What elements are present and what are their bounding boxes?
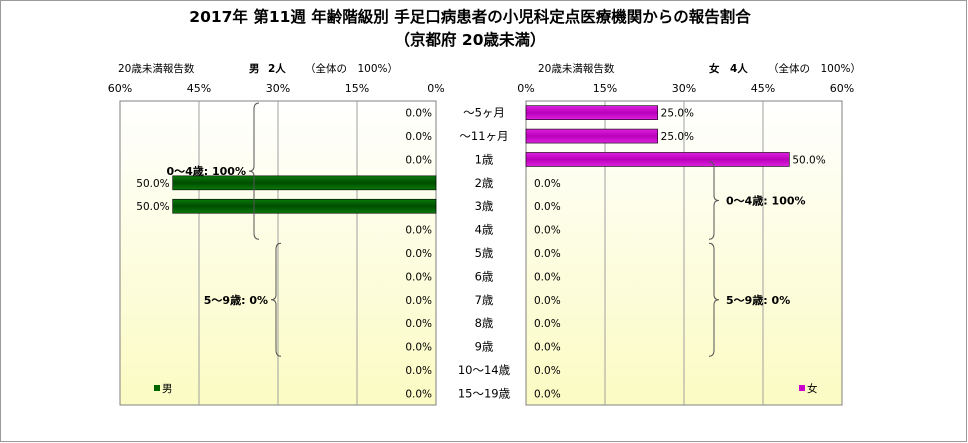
female-tick-label: 60% <box>830 82 854 95</box>
female-bars <box>525 105 790 167</box>
male-sex-label: 男 <box>249 63 260 75</box>
female-value-label: 0.0% <box>534 388 561 400</box>
female-value-label: 0.0% <box>534 248 561 260</box>
male-count-label: 2人 <box>268 62 286 75</box>
category-label: 3歳 <box>475 199 494 213</box>
category-label: 10～14歳 <box>458 363 511 377</box>
male-value-label: 50.0% <box>136 201 169 213</box>
male-value-label: 0.0% <box>405 388 432 400</box>
female-value-label: 25.0% <box>661 108 694 120</box>
category-label: 7歳 <box>475 293 494 307</box>
male-tick-label: 0% <box>427 82 444 95</box>
male-value-label: 50.0% <box>136 178 169 190</box>
male-value-label: 0.0% <box>405 365 432 377</box>
male-value-label: 0.0% <box>405 131 432 143</box>
male-group-bracket <box>270 242 282 357</box>
female-value-label: 0.0% <box>534 225 561 237</box>
male-value-label: 0.0% <box>405 271 432 283</box>
male-legend-label: 男 <box>162 383 173 395</box>
male-bar <box>172 175 437 191</box>
female-value-label: 0.0% <box>534 295 561 307</box>
male-value-label: 0.0% <box>405 342 432 354</box>
female-value-label: 0.0% <box>534 201 561 213</box>
female-value-label: 0.0% <box>534 318 561 330</box>
male-value-label: 0.0% <box>405 295 432 307</box>
female-legend-swatch <box>799 385 805 391</box>
female-tick-label: 0% <box>517 82 534 95</box>
category-label: 2歳 <box>475 176 494 190</box>
category-label: 5歳 <box>475 246 494 260</box>
female-tick-label: 45% <box>751 82 775 95</box>
male-tick-label: 60% <box>108 82 132 95</box>
chart-title: 2017年 第11週 年齢階級別 手足口病患者の小児科定点医療機関からの報告割合 <box>189 7 751 26</box>
male-value-labels: 0.0% 0.0% 0.0% 50.0% 50.0% 0.0% 0.0% 0.0% 0.0% 0.… <box>136 108 432 401</box>
male-value-label: 0.0% <box>405 154 432 166</box>
female-tick-label: 30% <box>672 82 696 95</box>
male-legend-swatch <box>154 385 160 391</box>
female-legend-label: 女 <box>807 382 818 395</box>
category-label: ～5ヶ月 <box>463 106 505 120</box>
category-label: ～11ヶ月 <box>459 129 508 143</box>
male-group-brackets: 0～4歳: 100% 5～9歳: 0% <box>166 102 282 357</box>
male-bars <box>172 175 437 214</box>
female-sex-label: 女 <box>709 62 720 75</box>
male-tick-label: 15% <box>345 82 369 95</box>
male-group-label: 5～9歳: 0% <box>204 293 268 307</box>
category-labels: ～5ヶ月 ～11ヶ月 1歳 2歳 3歳 4歳 5歳 6歳 7歳 8歳 9歳 10～14歳 15～19歳 <box>458 106 511 401</box>
category-label: 4歳 <box>475 223 494 237</box>
female-total-label: （全体の 100%） <box>768 62 861 75</box>
male-value-label: 0.0% <box>405 225 432 237</box>
female-value-label: 50.0% <box>792 154 825 166</box>
male-axis-ticks: 60% 45% 30% 15% 0% <box>108 82 445 95</box>
female-count-label: 4人 <box>730 62 748 75</box>
category-label: 6歳 <box>475 269 494 283</box>
female-value-labels: 25.0% 25.0% 50.0% 0.0% 0.0% 0.0% 0.0% 0.0% 0.0% 0… <box>534 108 826 401</box>
male-tick-label: 45% <box>187 82 211 95</box>
male-total-label: （全体の 100%） <box>305 62 398 75</box>
female-bar <box>525 105 658 120</box>
category-label: 1歳 <box>475 152 494 166</box>
male-group-bracket <box>248 102 260 240</box>
male-value-label: 0.0% <box>405 248 432 260</box>
male-value-label: 0.0% <box>405 318 432 330</box>
female-bar <box>525 152 790 167</box>
male-tick-label: 30% <box>266 82 290 95</box>
female-value-label: 0.0% <box>534 365 561 377</box>
male-group-label: 0～4歳: 100% <box>166 164 246 178</box>
male-value-label: 0.0% <box>405 108 432 120</box>
female-value-label: 25.0% <box>661 131 694 143</box>
male-header-label: 20歳未満報告数 <box>118 62 195 75</box>
male-gridlines <box>198 101 358 405</box>
female-header-label: 20歳未満報告数 <box>538 62 615 75</box>
female-group-label: 5～9歳: 0% <box>726 293 790 307</box>
female-group-label: 0～4歳: 100% <box>726 194 806 208</box>
female-bar <box>525 128 658 144</box>
chart-subtitle: （京都府 20歳未満） <box>395 30 546 49</box>
female-value-label: 0.0% <box>534 178 561 190</box>
female-group-bracket <box>708 242 720 357</box>
female-value-label: 0.0% <box>534 342 561 354</box>
female-group-brackets: 0～4歳: 100% 5～9歳: 0% <box>708 161 806 357</box>
female-tick-label: 15% <box>593 82 617 95</box>
category-label: 9歳 <box>475 340 494 354</box>
category-label: 15～19歳 <box>458 386 511 400</box>
female-axis-ticks: 0% 15% 30% 45% 60% <box>517 82 854 95</box>
category-label: 8歳 <box>475 316 494 330</box>
female-group-bracket <box>708 161 720 240</box>
male-bar <box>172 198 437 214</box>
female-value-label: 0.0% <box>534 271 561 283</box>
female-gridlines <box>604 101 764 405</box>
